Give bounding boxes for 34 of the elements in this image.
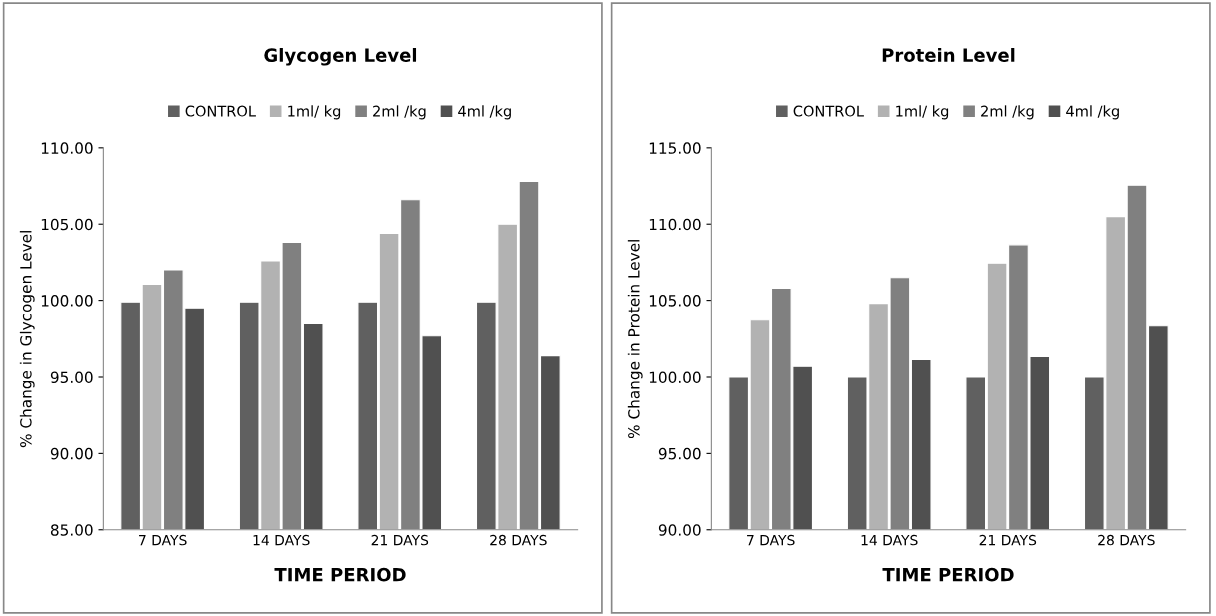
y-tick-label: 95.00 xyxy=(658,447,701,460)
y-tick-label: 105.00 xyxy=(649,295,701,307)
y-tick-label: 100.00 xyxy=(41,295,93,307)
y-tick-label: 90.00 xyxy=(50,447,93,460)
x-tick-label: 14 DAYS xyxy=(861,534,918,546)
legend-label: 1ml/ kg xyxy=(288,105,341,120)
x-tick-label: 14 DAYS xyxy=(253,534,310,546)
y-axis-title: % Change in Protein Level xyxy=(627,240,643,439)
x-axis-title: TIME PERIOD xyxy=(274,567,406,582)
chart-title: Protein Level xyxy=(882,48,1015,62)
x-tick-label: 28 DAYS xyxy=(490,534,547,546)
x-tick-label: 28 DAYS xyxy=(1098,534,1155,546)
legend-label: 4ml /kg xyxy=(1066,105,1119,120)
x-axis-title: TIME PERIOD xyxy=(882,567,1014,582)
x-tick-label: 21 DAYS xyxy=(979,534,1037,546)
legend-label: 1ml/ kg xyxy=(896,105,949,120)
y-tick-label: 100.00 xyxy=(649,371,701,384)
y-tick-label: 85.00 xyxy=(50,524,93,536)
y-tick-label: 90.00 xyxy=(658,524,701,536)
x-tick-label: 21 DAYS xyxy=(371,534,429,546)
x-tick-label: 7 DAYS xyxy=(139,534,187,546)
x-tick-label: 7 DAYS xyxy=(747,534,795,546)
chart-title: Glycogen Level xyxy=(264,48,417,66)
legend-label: 2ml /kg xyxy=(373,105,426,120)
legend-label: 2ml /kg xyxy=(981,105,1034,120)
legend-label: CONTROL xyxy=(793,105,864,117)
y-tick-label: 110.00 xyxy=(41,142,93,154)
y-axis-title: % Change in Glycogen Level xyxy=(19,231,35,448)
legend-label: 4ml /kg xyxy=(458,105,511,120)
y-tick-label: 95.00 xyxy=(50,371,93,384)
y-tick-label: 105.00 xyxy=(41,218,93,231)
y-tick-label: 115.00 xyxy=(649,142,701,154)
legend-label: CONTROL xyxy=(185,105,256,117)
y-tick-label: 110.00 xyxy=(649,218,701,231)
